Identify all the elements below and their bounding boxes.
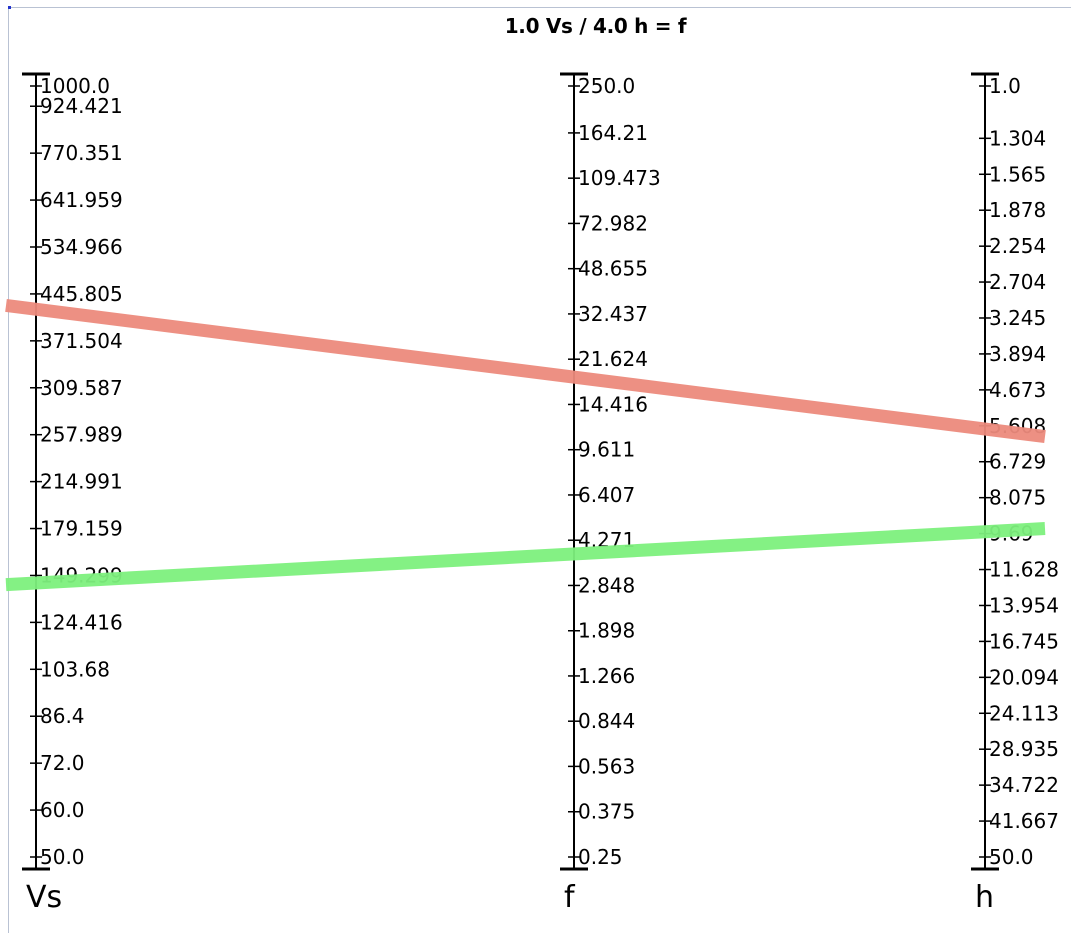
tick-label: 86.4	[40, 704, 85, 728]
tick-label: 641.959	[40, 188, 123, 212]
tick-label: 4.673	[989, 378, 1046, 402]
tick-label: 13.954	[989, 593, 1059, 617]
red-isopleth	[5, 299, 1046, 444]
tick-label: 2.254	[989, 234, 1046, 258]
nomogram-title: 1.0 Vs / 4.0 h = f	[504, 14, 687, 38]
tick-label: 924.421	[40, 94, 123, 118]
tick-label: 164.21	[578, 121, 648, 145]
frame-top-border	[8, 7, 1071, 8]
tick-label: 72.982	[578, 211, 648, 235]
tick-label: 445.805	[40, 282, 123, 306]
axis-name-h: h	[975, 880, 994, 915]
tick-label: 50.0	[989, 845, 1034, 869]
tick-label: 3.894	[989, 342, 1046, 366]
tick-label: 250.0	[578, 74, 635, 98]
frame-left-border	[8, 7, 9, 933]
tick-label: 8.075	[989, 486, 1046, 510]
scale-f: 250.0 164.21 109.473 72.982 48.655 32.437 21.6…	[560, 72, 661, 915]
scale-h: 1.0 1.304 1.565 1.878 2.254 2.704 3.245 3.894 4.…	[971, 72, 1059, 915]
tick-label: 48.655	[578, 257, 648, 281]
tick-label: 6.729	[989, 450, 1046, 474]
tick-label: 21.624	[578, 347, 648, 371]
tick-label: 1.565	[989, 162, 1046, 186]
tick-label: 0.563	[578, 754, 635, 778]
tick-label: 1000.0	[40, 74, 110, 98]
tick-label: 16.745	[989, 629, 1059, 653]
tick-label: 41.667	[989, 809, 1059, 833]
tick-label: 1.266	[578, 664, 635, 688]
tick-label: 34.722	[989, 773, 1059, 797]
tick-label: 14.416	[578, 392, 648, 416]
tick-label: 24.113	[989, 701, 1059, 725]
tick-label: 2.704	[989, 270, 1046, 294]
tick-label: 0.844	[578, 709, 635, 733]
tick-label: 124.416	[40, 610, 123, 634]
tick-label: 60.0	[40, 798, 85, 822]
tick-label: 20.094	[989, 665, 1059, 689]
tick-label: 534.966	[40, 235, 123, 259]
tick-label: 214.991	[40, 470, 123, 494]
axis-name-vs: Vs	[26, 880, 62, 915]
tick-label: 1.898	[578, 619, 635, 643]
frame-corner-marker	[8, 6, 11, 9]
axis-name-f: f	[564, 880, 576, 915]
tick-label: 103.68	[40, 657, 110, 681]
tick-label: 770.351	[40, 141, 123, 165]
green-isopleth	[5, 522, 1046, 592]
tick-label: 0.375	[578, 800, 635, 824]
tick-label: 1.304	[989, 126, 1046, 150]
tick-label: 309.587	[40, 376, 123, 400]
tick-label: 179.159	[40, 517, 123, 541]
tick-label: 28.935	[989, 737, 1059, 761]
tick-label: 11.628	[989, 558, 1059, 582]
tick-label: 6.407	[578, 483, 635, 507]
tick-label: 257.989	[40, 423, 123, 447]
tick-label: 371.504	[40, 329, 123, 353]
tick-label: 2.848	[578, 573, 635, 597]
tick-label: 9.611	[578, 438, 635, 462]
tick-label: 109.473	[578, 166, 661, 190]
tick-label: 32.437	[578, 302, 648, 326]
tick-label: 72.0	[40, 751, 85, 775]
tick-label: 50.0	[40, 845, 85, 869]
tick-label: 3.245	[989, 306, 1046, 330]
tick-label: 1.0	[989, 74, 1021, 98]
tick-label: 0.25	[578, 845, 623, 869]
tick-label: 1.878	[989, 198, 1046, 222]
